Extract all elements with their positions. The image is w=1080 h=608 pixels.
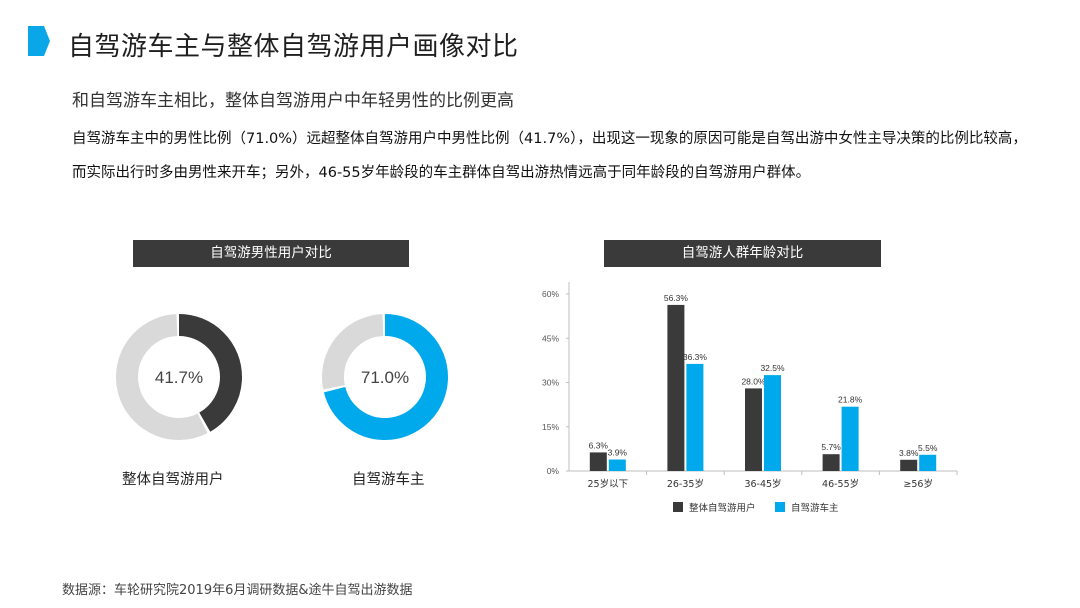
data-label-owner-2: 32.5% bbox=[760, 363, 785, 373]
donut-car-owners: 71.0% bbox=[322, 314, 448, 440]
legend-swatch-owner bbox=[775, 502, 785, 512]
data-source: 数据源：车轮研究院2019年6月调研数据&途牛自驾出游数据 bbox=[62, 583, 413, 598]
description: 自驾游车主中的男性比例（71.0%）远超整体自驾游用户中男性比例（41.7%），… bbox=[72, 131, 1027, 181]
y-tick-label: 0% bbox=[547, 466, 560, 476]
donut-panel-header: 自驾游男性用户对比 bbox=[133, 240, 409, 267]
y-tick-label: 15% bbox=[542, 422, 559, 432]
donut-overall-users-value-arc bbox=[116, 314, 242, 440]
bar-owner-3 bbox=[841, 406, 859, 471]
x-tick-label-0: 25岁以下 bbox=[588, 478, 629, 490]
legend-swatch-overall bbox=[673, 502, 683, 512]
bar-owner-2 bbox=[764, 375, 781, 471]
subtitle: 和自驾游车主相比，整体自驾游用户中年轻男性的比例更高 bbox=[72, 91, 514, 111]
data-label-owner-4: 5.5% bbox=[918, 443, 938, 453]
x-tick-label-2: 36-45岁 bbox=[744, 478, 781, 490]
data-label-overall-0: 6.3% bbox=[589, 440, 609, 450]
bar-overall-1 bbox=[667, 304, 685, 471]
donut-car-owners-center-label: 71.0% bbox=[361, 368, 409, 387]
legend-label-owner: 自驾游车主 bbox=[791, 502, 839, 514]
page-title: 自驾游车主与整体自驾游用户画像对比 bbox=[68, 32, 519, 62]
data-label-overall-2: 28.0% bbox=[741, 376, 766, 386]
donut-car-owners-value-arc bbox=[322, 314, 448, 440]
y-tick-label: 60% bbox=[542, 289, 559, 299]
donut-overall-users-label: 整体自驾游用户 bbox=[122, 472, 224, 488]
bar-overall-4 bbox=[900, 459, 918, 471]
bar-owner-1 bbox=[686, 363, 704, 471]
donut-overall-users-center-label: 41.7% bbox=[155, 368, 203, 387]
donut-car-owners-label: 自驾游车主 bbox=[352, 472, 425, 488]
data-label-owner-0: 3.9% bbox=[608, 447, 628, 457]
data-label-owner-3: 21.8% bbox=[838, 395, 863, 405]
donut-car-owners-remainder-arc bbox=[322, 314, 448, 440]
donut-overall-users-remainder-arc bbox=[116, 314, 242, 440]
bar-owner-0 bbox=[608, 459, 626, 471]
data-label-owner-1: 36.3% bbox=[683, 352, 708, 362]
title-marker-icon bbox=[28, 26, 50, 56]
data-label-overall-1: 56.3% bbox=[664, 293, 689, 303]
y-tick-label: 45% bbox=[542, 333, 559, 343]
x-tick-label-4: ≥56岁 bbox=[903, 478, 933, 490]
bar-overall-0 bbox=[589, 452, 607, 471]
y-tick-label: 30% bbox=[542, 378, 559, 388]
x-tick-label-1: 26-35岁 bbox=[667, 478, 704, 490]
donut-overall-users: 41.7% bbox=[116, 314, 242, 440]
age-bar-chart: 0% 15% 30% 45% 60% 6.3%3.9% 25岁以下 56.3% 36.3% 26-… bbox=[542, 282, 958, 514]
bar-owner-4 bbox=[919, 454, 937, 471]
bar-overall-3 bbox=[822, 454, 840, 471]
data-label-overall-3: 5.7% bbox=[821, 442, 841, 452]
x-tick-label-3: 46-55岁 bbox=[822, 478, 859, 490]
bar-panel-header: 自驾游人群年龄对比 bbox=[604, 240, 881, 267]
data-label-overall-4: 3.8% bbox=[899, 448, 919, 458]
bar-overall-2 bbox=[745, 388, 762, 471]
legend-label-overall: 整体自驾游用户 bbox=[689, 502, 756, 514]
